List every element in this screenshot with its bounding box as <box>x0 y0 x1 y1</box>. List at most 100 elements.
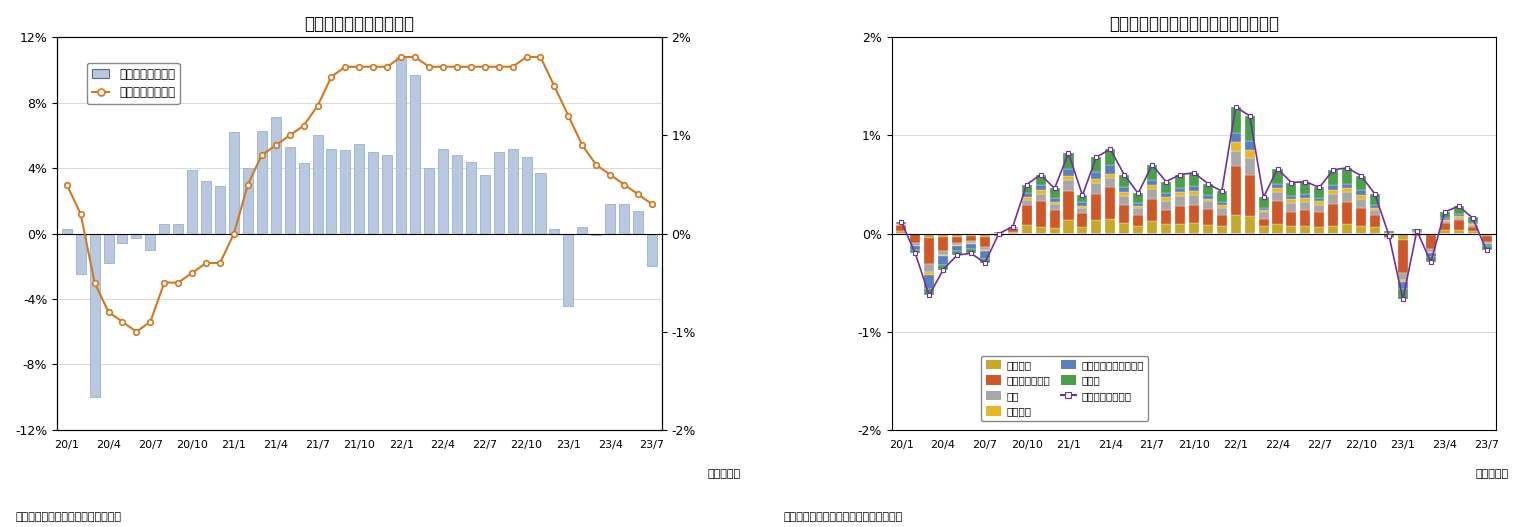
Bar <box>1105 188 1116 219</box>
Bar <box>1189 223 1199 233</box>
Bar <box>215 186 225 233</box>
Bar <box>1202 201 1213 209</box>
Bar <box>1216 215 1227 226</box>
総平均（前月比） <box>1365 191 1383 198</box>
総平均（前月比） <box>1449 203 1467 209</box>
Bar <box>493 152 504 233</box>
Bar <box>1064 169 1073 175</box>
Bar <box>980 233 989 237</box>
Bar <box>1454 214 1464 216</box>
Bar <box>1300 226 1310 233</box>
Bar <box>1134 215 1143 226</box>
Bar <box>1286 199 1297 203</box>
Bar <box>1329 226 1338 233</box>
Bar <box>591 233 601 235</box>
Bar <box>1050 228 1059 233</box>
Bar <box>1315 227 1324 233</box>
Bar <box>1259 197 1269 208</box>
Bar <box>409 75 420 233</box>
Bar <box>606 204 615 233</box>
Bar <box>1356 208 1367 226</box>
Bar <box>1202 209 1213 225</box>
Bar <box>1300 182 1310 194</box>
Bar <box>924 239 935 264</box>
Bar <box>1286 212 1297 226</box>
Bar <box>1315 201 1324 205</box>
Bar <box>1231 142 1240 151</box>
Bar <box>1134 206 1143 208</box>
Bar <box>1356 190 1367 196</box>
Bar <box>951 233 962 237</box>
Bar <box>244 168 253 233</box>
Bar <box>1021 225 1032 233</box>
Bar <box>1008 228 1018 231</box>
Bar <box>1064 175 1073 180</box>
Bar <box>1383 232 1394 233</box>
Bar <box>1370 194 1380 205</box>
総平均（前月比） <box>1046 186 1064 192</box>
Bar <box>1105 219 1116 233</box>
Bar <box>1105 165 1116 174</box>
Bar <box>1342 224 1352 233</box>
Bar <box>1105 149 1116 165</box>
Title: 国内企業物価指数の推移: 国内企業物価指数の推移 <box>304 15 414 33</box>
Bar <box>910 250 921 253</box>
総平均（前月比） <box>1213 188 1231 194</box>
Bar <box>1091 194 1102 220</box>
Bar <box>1148 180 1157 186</box>
Bar <box>1091 179 1102 182</box>
Bar <box>1175 189 1186 192</box>
Bar <box>1035 194 1046 201</box>
Bar <box>257 131 266 233</box>
Bar <box>160 224 169 233</box>
Bar <box>647 233 658 266</box>
Bar <box>1050 202 1059 204</box>
Bar <box>563 233 574 306</box>
Bar <box>1078 196 1087 202</box>
Bar <box>1397 233 1408 240</box>
Bar <box>1440 220 1450 221</box>
Title: 国内企業物価指数の前月比寄与度分解: 国内企業物価指数の前月比寄与度分解 <box>1110 15 1278 33</box>
Bar <box>466 162 476 233</box>
Bar <box>1091 220 1102 233</box>
総平均（前月比） <box>976 260 994 266</box>
Bar <box>312 135 323 233</box>
Bar <box>1161 182 1170 193</box>
Bar <box>536 173 545 233</box>
Bar <box>951 237 962 243</box>
総平均（前月比） <box>1087 154 1105 160</box>
Bar <box>549 229 560 233</box>
Bar <box>924 264 935 272</box>
Bar <box>1356 199 1367 208</box>
総平均（前月比） <box>1240 113 1259 119</box>
Bar <box>438 149 447 233</box>
総平均（前月比） <box>1408 228 1426 234</box>
Bar <box>1148 186 1157 189</box>
総平均（前月比） <box>1394 296 1412 302</box>
Bar <box>1467 231 1478 233</box>
Bar <box>1021 200 1032 205</box>
Bar <box>1467 225 1478 227</box>
Bar <box>1370 227 1380 233</box>
Bar <box>938 255 948 256</box>
総平均（前月比） <box>1324 167 1342 173</box>
Bar <box>1467 217 1478 223</box>
総平均（前月比） <box>1032 171 1050 178</box>
Text: （年・月）: （年・月） <box>1475 469 1508 479</box>
Bar <box>103 233 114 263</box>
Bar <box>910 246 921 250</box>
Bar <box>1161 197 1170 201</box>
Bar <box>90 233 99 397</box>
Bar <box>326 149 336 233</box>
Legend: 化学製品, 石油・石炭製品, 鉄鋼, 非鉄金属, 電力・都市ガス・水道, その他, 総平均（前月比）: 化学製品, 石油・石炭製品, 鉄鋼, 非鉄金属, 電力・都市ガス・水道, その他… <box>982 356 1148 421</box>
Bar <box>938 265 948 270</box>
Bar <box>994 231 1005 232</box>
Bar <box>1412 231 1422 232</box>
総平均（前月比） <box>1310 184 1329 191</box>
Bar <box>1272 192 1283 201</box>
Bar <box>1078 213 1087 227</box>
Bar <box>951 251 962 255</box>
Bar <box>1454 220 1464 230</box>
Bar <box>980 250 989 251</box>
Bar <box>1454 216 1464 218</box>
